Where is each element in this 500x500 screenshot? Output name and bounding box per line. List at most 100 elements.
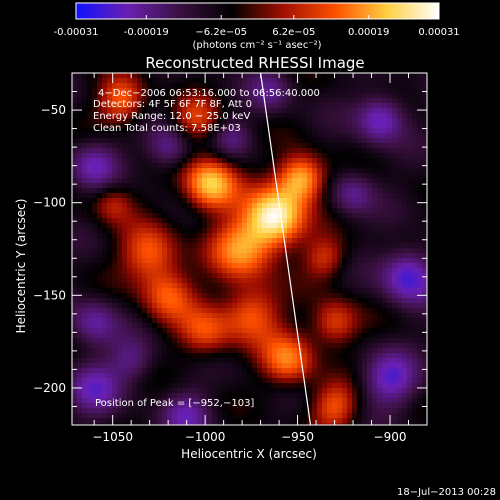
heatmap-cell: [242, 248, 248, 254]
heatmap-cell: [197, 303, 203, 309]
heatmap-cell: [162, 173, 168, 179]
heatmap-cell: [292, 388, 298, 394]
heatmap-cell: [177, 323, 183, 329]
heatmap-cell: [157, 173, 163, 179]
heatmap-cell: [112, 243, 118, 249]
heatmap-cell: [192, 393, 198, 399]
heatmap-cell: [347, 328, 353, 334]
heatmap-cell: [417, 98, 423, 104]
heatmap-cell: [327, 358, 333, 364]
heatmap-cell: [242, 138, 248, 144]
heatmap-cell: [162, 93, 168, 99]
heatmap-cell: [97, 123, 103, 129]
heatmap-cell: [297, 383, 303, 389]
heatmap-cell: [397, 293, 403, 299]
heatmap-cell: [317, 408, 323, 414]
heatmap-cell: [182, 118, 188, 124]
heatmap-cell: [302, 323, 308, 329]
heatmap-cell: [317, 298, 323, 304]
heatmap-cell: [272, 213, 278, 219]
heatmap-cell: [142, 348, 148, 354]
heatmap-cell: [157, 98, 163, 104]
heatmap-cell: [377, 143, 383, 149]
heatmap-cell: [107, 228, 113, 234]
heatmap-cell: [402, 153, 408, 159]
heatmap-cell: [262, 73, 268, 79]
heatmap-cell: [97, 313, 103, 319]
heatmap-cell: [197, 198, 203, 204]
heatmap-cell: [352, 318, 358, 324]
heatmap-cell: [107, 103, 113, 109]
heatmap-cell: [422, 173, 427, 179]
heatmap-cell: [362, 253, 368, 259]
heatmap-cell: [387, 388, 393, 394]
heatmap-cell: [317, 198, 323, 204]
heatmap-cell: [232, 383, 238, 389]
heatmap-cell: [267, 88, 273, 94]
heatmap-cell: [137, 153, 143, 159]
heatmap-cell: [222, 238, 228, 244]
heatmap-cell: [127, 193, 133, 199]
heatmap-cell: [142, 293, 148, 299]
heatmap-cell: [412, 93, 418, 99]
heatmap-cell: [252, 378, 258, 384]
heatmap-cell: [407, 248, 413, 254]
heatmap-cell: [97, 393, 103, 399]
heatmap-cell: [407, 198, 413, 204]
heatmap-cell: [132, 83, 138, 89]
heatmap-cell: [272, 288, 278, 294]
heatmap-cell: [342, 153, 348, 159]
heatmap-cell: [267, 93, 273, 99]
heatmap-cell: [167, 193, 173, 199]
heatmap-cell: [342, 348, 348, 354]
heatmap-cell: [107, 143, 113, 149]
heatmap-cell: [87, 338, 93, 344]
heatmap-cell: [247, 113, 253, 119]
heatmap-cell: [272, 268, 278, 274]
heatmap-cell: [357, 248, 363, 254]
heatmap-cell: [192, 253, 198, 259]
heatmap-cell: [307, 138, 313, 144]
heatmap-cell: [357, 203, 363, 209]
heatmap-cell: [272, 138, 278, 144]
heatmap-cell: [192, 208, 198, 214]
heatmap-cell: [222, 298, 228, 304]
heatmap-cell: [322, 108, 328, 114]
heatmap-cell: [267, 188, 273, 194]
heatmap-cell: [127, 378, 133, 384]
heatmap-cell: [402, 338, 408, 344]
heatmap-cell: [317, 378, 323, 384]
heatmap-cell: [297, 308, 303, 314]
heatmap-cell: [127, 218, 133, 224]
heatmap-cell: [137, 353, 143, 359]
heatmap-cell: [272, 293, 278, 299]
heatmap-cell: [337, 258, 343, 264]
heatmap-cell: [72, 403, 78, 409]
heatmap-cell: [212, 188, 218, 194]
heatmap-cell: [267, 118, 273, 124]
heatmap-cell: [412, 358, 418, 364]
heatmap-cell: [137, 328, 143, 334]
heatmap-cell: [207, 143, 213, 149]
heatmap-cell: [207, 148, 213, 154]
heatmap-cell: [127, 153, 133, 159]
heatmap-cell: [342, 158, 348, 164]
heatmap-cell: [297, 163, 303, 169]
heatmap-cell: [162, 363, 168, 369]
heatmap-cell: [422, 238, 427, 244]
heatmap-cell: [422, 88, 427, 94]
heatmap-cell: [262, 228, 268, 234]
heatmap-cell: [377, 338, 383, 344]
heatmap-cell: [217, 233, 223, 239]
heatmap-cell: [252, 338, 258, 344]
heatmap-cell: [257, 223, 263, 229]
heatmap-cell: [362, 263, 368, 269]
heatmap-cell: [342, 303, 348, 309]
heatmap-cell: [82, 173, 88, 179]
heatmap-cell: [392, 133, 398, 139]
heatmap-cell: [182, 73, 188, 79]
heatmap-cell: [92, 413, 98, 419]
heatmap-cell: [192, 293, 198, 299]
heatmap-cell: [147, 263, 153, 269]
heatmap-cell: [392, 128, 398, 134]
